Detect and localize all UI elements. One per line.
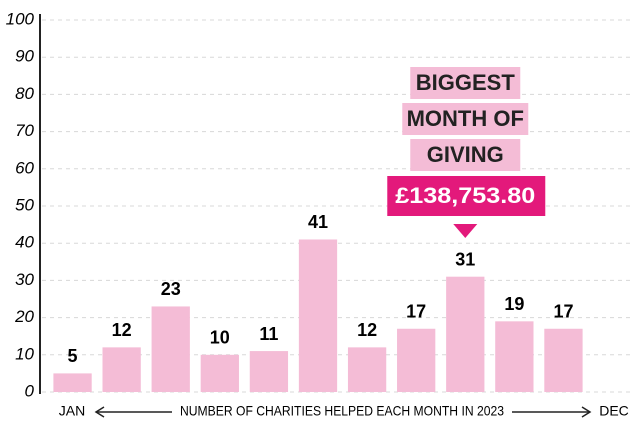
bar [446,276,485,392]
amount-label: £138,753.80 [395,183,535,208]
y-tick-label: 30 [15,270,34,289]
y-tick-label: 70 [15,121,34,140]
x-start-label: JAN [59,403,85,419]
value-label: 17 [553,302,573,322]
x-axis-label: NUMBER OF CHARITIES HELPED EACH MONTH IN… [180,403,504,419]
bar [495,321,534,392]
x-end-label: DEC [599,403,629,419]
annotation-bg [402,103,529,135]
annotation-line: GIVING [427,142,504,167]
y-tick-label: 90 [15,47,34,66]
arrow-left-head [94,406,105,418]
value-label: 11 [259,324,278,344]
y-tick-label: 0 [25,381,35,400]
amount-bg [387,176,546,216]
value-label: 12 [357,320,377,340]
annotation-bg [410,139,521,171]
value-label: 23 [161,279,181,299]
value-label: 12 [112,320,132,340]
bar [151,306,190,392]
value-label: 10 [210,328,230,348]
bar [102,347,141,392]
y-tick-label: 60 [15,158,34,177]
y-tick-label: 50 [15,195,34,214]
y-tick-label: 80 [15,84,34,103]
annotation-line: BIGGEST [416,70,516,95]
annotation-bg [410,67,521,99]
y-tick-label: 100 [6,9,35,28]
y-tick-label: 20 [14,307,34,326]
value-label: 5 [68,346,78,366]
bar [347,347,387,392]
value-label: 31 [455,249,475,269]
bar [200,354,239,392]
value-label: 17 [406,302,426,322]
value-label: 41 [308,212,328,232]
bar [249,351,289,392]
bar [544,328,583,392]
annotation-line: MONTH OF [407,106,524,131]
y-tick-label: 10 [15,344,34,363]
amount-pointer [453,224,478,238]
value-label: 19 [504,294,524,314]
arrow-right-head [581,406,592,418]
bar [298,239,338,392]
bar [53,373,92,392]
y-tick-label: 40 [15,233,34,252]
bar [397,328,436,392]
